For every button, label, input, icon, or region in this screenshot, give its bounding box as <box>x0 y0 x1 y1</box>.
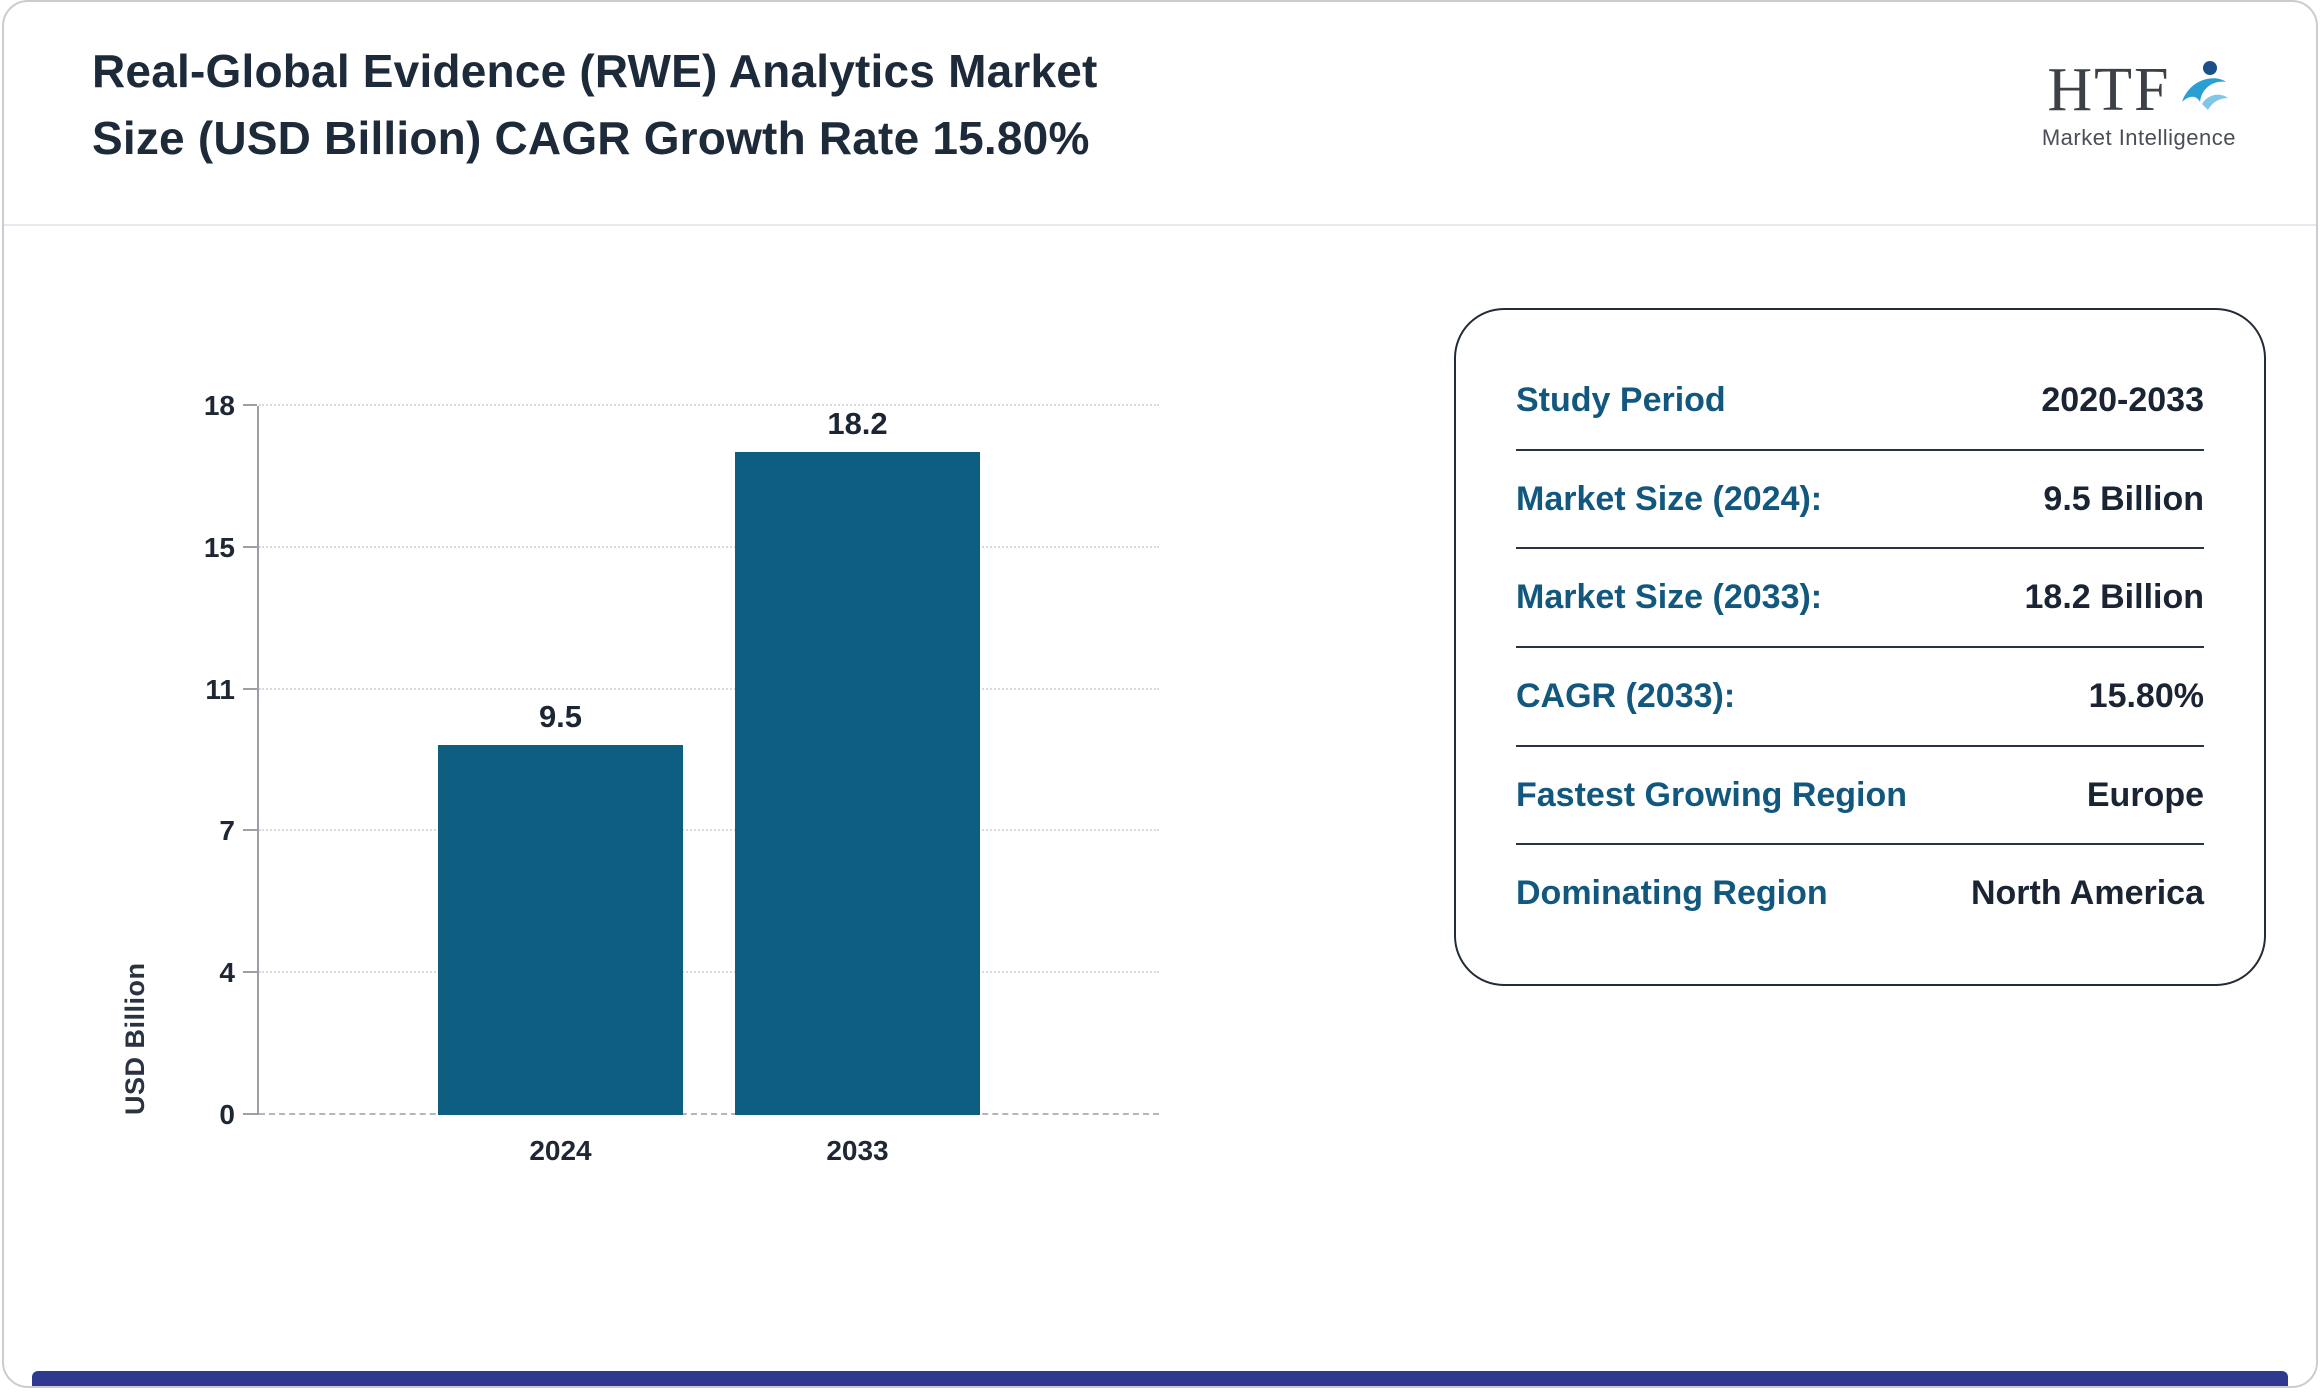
gridline <box>259 545 1159 548</box>
y-tick-mark <box>243 545 257 548</box>
y-tick-label: 15 <box>203 531 235 563</box>
y-tick-mark <box>243 829 257 832</box>
market-summary-panel: Study Period 2020-2033 Market Size (2024… <box>1454 308 2266 986</box>
bars-group: 9.5 18.2 <box>259 406 1159 1115</box>
page-title-line1: Real-Global Evidence (RWE) Analytics Mar… <box>92 45 1098 97</box>
gridline <box>259 404 1159 406</box>
panel-row-value: 15.80% <box>2088 676 2204 715</box>
panel-row-label: Market Size (2024): <box>1516 479 1823 518</box>
y-tick-mark <box>243 404 257 406</box>
htf-logo-subtext: Market Intelligence <box>2041 125 2236 150</box>
gridline <box>259 829 1159 832</box>
htf-logo: HTF Market Intelligence <box>2042 38 2236 151</box>
bar-slot-2033: 18.2 <box>735 406 980 1115</box>
bar-value-label: 9.5 <box>538 698 583 734</box>
panel-row-fastest-growing-region: Fastest Growing Region Europe <box>1516 747 2204 846</box>
bar-value-label: 18.2 <box>827 406 888 441</box>
panel-row-market-size-2033: Market Size (2033): 18.2 Billion <box>1516 549 2205 649</box>
bar-slot-2024: 9.5 <box>438 406 683 1115</box>
y-tick-label: 18 <box>203 390 235 421</box>
header-divider <box>4 224 2316 226</box>
y-tick-label: 0 <box>219 1099 235 1130</box>
htf-logo-text: HTF <box>2047 56 2171 124</box>
panel-row-label: Market Size (2033): <box>1516 578 1823 617</box>
y-axis-title: USD Billion <box>120 962 150 1116</box>
y-tick-label: 11 <box>205 673 235 705</box>
panel-row-label: CAGR (2033): <box>1516 676 1736 715</box>
panel-row-value: 2020-2033 <box>2041 380 2204 419</box>
bar-chart-plot-area: 0 4 7 11 15 18 9.5 18.2 <box>204 392 1159 1129</box>
x-tick-label: 2033 <box>826 1135 889 1166</box>
y-tick-mark <box>243 687 257 690</box>
y-tick-label: 4 <box>219 957 235 989</box>
panel-row-dominating-region: Dominating Region North America <box>1516 845 2204 942</box>
panel-row-value: Europe <box>2086 775 2204 814</box>
page-title-line2: Size (USD Billion) CAGR Growth Rate 15.8… <box>92 111 1090 164</box>
panel-row-value: 18.2 Billion <box>2024 578 2205 617</box>
panel-row-value: 9.5 Billion <box>2043 479 2204 518</box>
htf-logo-swoosh-icon <box>2172 58 2230 121</box>
footer-accent-strip <box>32 1371 2288 1386</box>
x-tick-label: 2024 <box>529 1135 592 1166</box>
page-title: Real-Global Evidence (RWE) Analytics Mar… <box>92 38 1098 171</box>
bar-2033 <box>735 452 980 1115</box>
panel-row-cagr: CAGR (2033): 15.80% <box>1516 648 2204 747</box>
y-tick-label: 7 <box>219 815 235 847</box>
gridline <box>259 687 1159 690</box>
header: Real-Global Evidence (RWE) Analytics Mar… <box>4 2 2316 224</box>
gridline <box>259 971 1159 974</box>
y-axis-line <box>257 406 259 1115</box>
panel-row-label: Study Period <box>1516 380 1726 419</box>
panel-row-market-size-2024: Market Size (2024): 9.5 Billion <box>1516 451 2204 550</box>
panel-row-study-period: Study Period 2020-2033 <box>1516 352 2204 451</box>
panel-row-value: North America <box>1970 874 2204 913</box>
panel-row-label: Fastest Growing Region <box>1516 775 1908 814</box>
y-tick-mark <box>243 971 257 974</box>
panel-row-label: Dominating Region <box>1516 874 1828 913</box>
y-tick-mark <box>243 1113 257 1115</box>
gridline <box>259 1113 1159 1115</box>
x-axis-labels: 2024 2033 <box>259 1135 1159 1167</box>
bar-2024 <box>438 744 683 1115</box>
